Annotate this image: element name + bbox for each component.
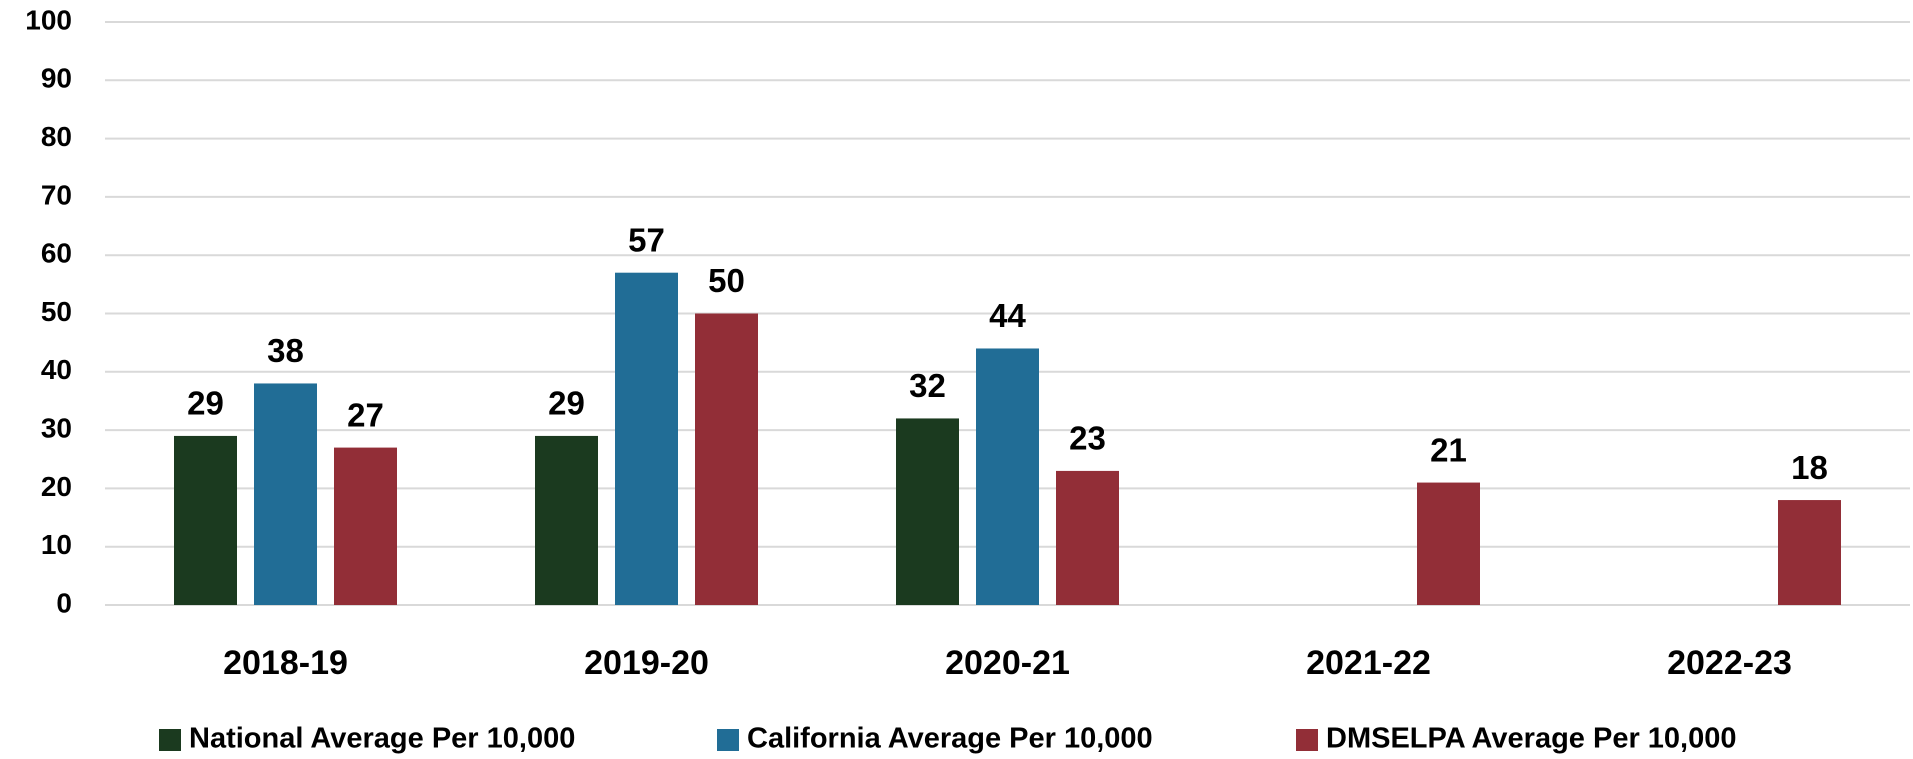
y-tick-label: 100	[25, 4, 72, 35]
legend-label: California Average Per 10,000	[747, 723, 1153, 755]
bar	[1778, 500, 1841, 605]
y-tick-label: 20	[41, 471, 72, 502]
legend-swatch	[717, 729, 739, 751]
y-tick-label: 30	[41, 412, 72, 443]
data-label: 29	[187, 385, 224, 422]
y-tick-label: 0	[56, 587, 72, 618]
legend-swatch	[159, 729, 181, 751]
y-tick-label: 80	[41, 121, 72, 152]
data-label: 44	[989, 297, 1026, 334]
bar	[1417, 482, 1480, 605]
x-tick-label: 2021-22	[1306, 644, 1431, 682]
legend-swatch	[1296, 729, 1318, 751]
data-label: 18	[1791, 449, 1828, 486]
x-tick-label: 2020-21	[945, 644, 1070, 682]
legend-label: DMSELPA Average Per 10,000	[1326, 723, 1737, 755]
bar	[976, 348, 1039, 605]
data-label: 57	[628, 221, 665, 258]
bar	[254, 383, 317, 605]
bar	[334, 447, 397, 605]
y-tick-label: 70	[41, 179, 72, 210]
y-tick-label: 40	[41, 354, 72, 385]
legend-label: National Average Per 10,000	[189, 723, 575, 755]
y-tick-label: 10	[41, 529, 72, 560]
x-tick-label: 2019-20	[584, 644, 709, 682]
data-label: 50	[708, 262, 745, 299]
data-label: 29	[548, 385, 585, 422]
data-label: 21	[1430, 431, 1467, 468]
bar	[695, 313, 758, 605]
bar	[1056, 470, 1119, 605]
y-tick-label: 60	[41, 238, 72, 269]
bar	[896, 418, 959, 605]
bar	[174, 435, 237, 605]
x-tick-label: 2018-19	[223, 644, 348, 682]
data-label: 32	[909, 367, 946, 404]
y-tick-label: 90	[41, 63, 72, 94]
bar	[535, 435, 598, 605]
x-tick-label: 2022-23	[1667, 644, 1792, 682]
data-label: 23	[1069, 420, 1106, 457]
bar	[615, 272, 678, 605]
data-label: 38	[267, 332, 304, 369]
y-tick-label: 50	[41, 296, 72, 327]
data-label: 27	[347, 396, 384, 433]
